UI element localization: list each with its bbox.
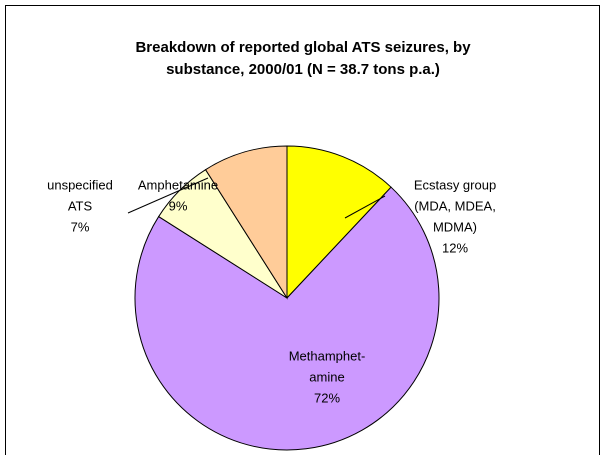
slice-label: (MDA, MDEA, <box>414 198 496 213</box>
slice-label: ATS <box>68 198 93 213</box>
slice-label: MDMA) <box>433 219 477 234</box>
pie-slice <box>204 145 288 300</box>
slice-value-label: 72% <box>314 390 340 405</box>
chart-title: Breakdown of reported global ATS seizure… <box>135 39 471 56</box>
slice-value-label: 7% <box>71 219 90 234</box>
slice-value-label: 12% <box>442 240 468 255</box>
slice-label: unspecified <box>47 177 113 192</box>
slice-label: amine <box>309 369 344 384</box>
slice-label: Ecstasy group <box>414 177 496 192</box>
chart-title: substance, 2000/01 (N = 38.7 tons p.a.) <box>166 61 440 78</box>
leader-line <box>127 177 209 214</box>
pie-slice <box>286 145 392 300</box>
leader-line <box>344 195 386 219</box>
pie-slice <box>134 186 440 451</box>
slice-value-label: 9% <box>169 198 188 213</box>
slice-label: Amphetamine <box>138 177 218 192</box>
slice-label: Methamphet- <box>289 348 366 363</box>
